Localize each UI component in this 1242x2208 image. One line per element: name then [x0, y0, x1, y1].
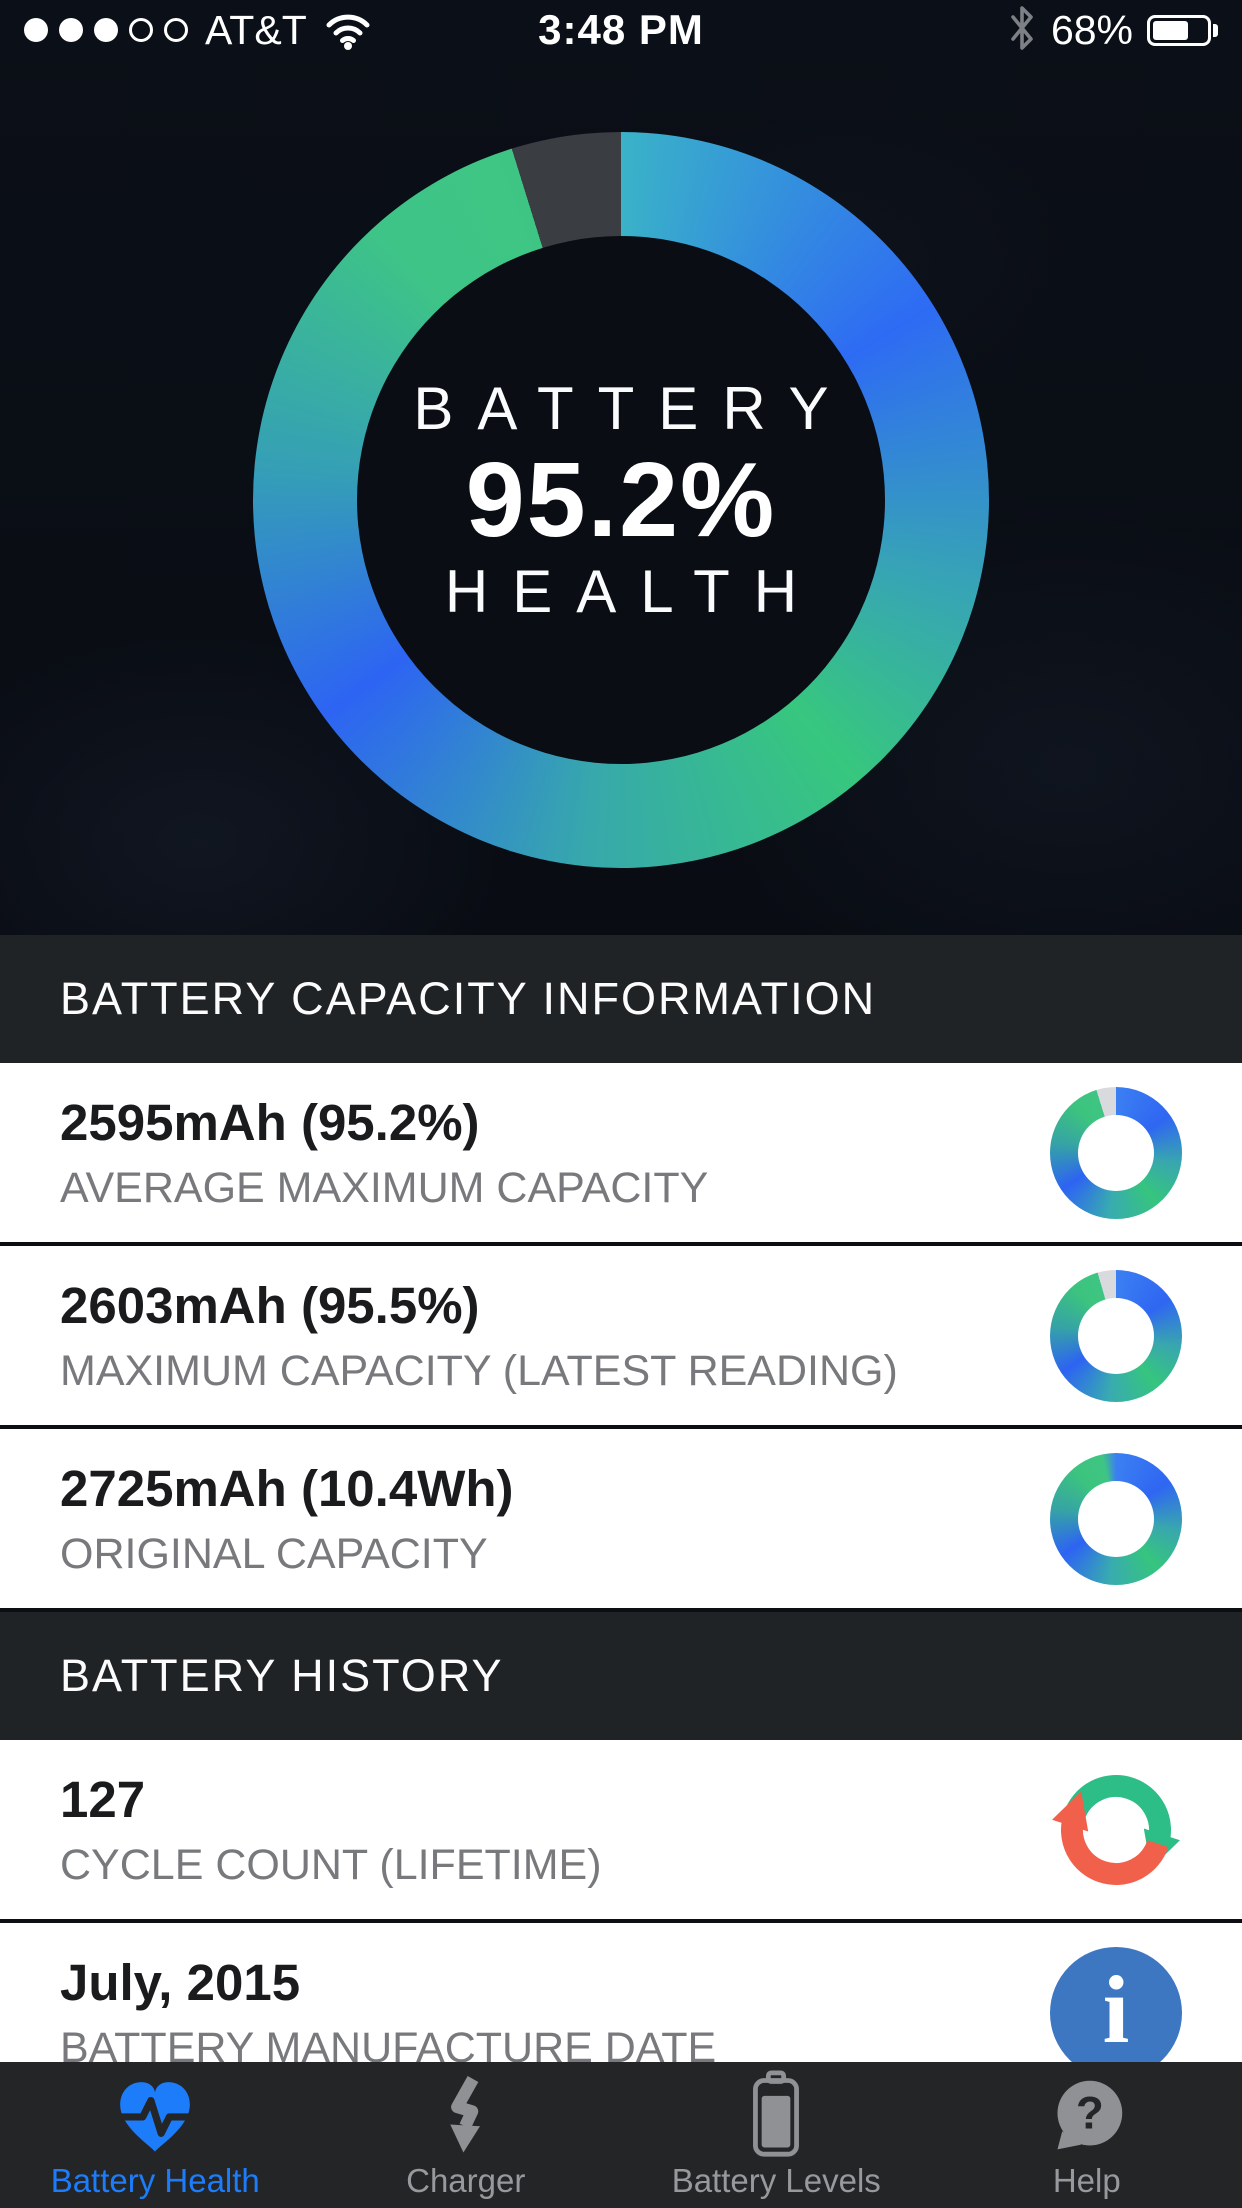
svg-text:?: ?: [1076, 2087, 1104, 2138]
row-label: CYCLE COUNT (LIFETIME): [60, 1840, 602, 1889]
signal-dot-empty: [164, 18, 188, 42]
help-bubble-icon: ?: [1047, 2066, 1127, 2158]
section-header-capacity: BATTERY CAPACITY INFORMATION: [0, 935, 1242, 1063]
section-title: BATTERY HISTORY: [60, 1650, 504, 1701]
signal-dot-filled: [24, 18, 48, 42]
row-label: ORIGINAL CAPACITY: [60, 1529, 488, 1578]
row-value: 127: [60, 1770, 146, 1828]
row-value: 2725mAh (10.4Wh): [60, 1459, 514, 1517]
signal-dot-filled: [59, 18, 83, 42]
gauge-background: BATTERY 95.2% HEALTH: [0, 0, 1242, 935]
tab-bar: Battery Health Charger Battery Levels ?: [0, 2062, 1242, 2208]
tab-label: Battery Health: [50, 2162, 260, 2199]
battery-status-icon: [1147, 14, 1218, 46]
battery-percent-label: 68%: [1050, 6, 1133, 53]
wifi-icon: [324, 10, 372, 50]
row-value: 2603mAh (95.5%): [60, 1276, 480, 1334]
signal-dot-filled: [94, 18, 118, 42]
ring-health-value: 95.2%: [465, 440, 777, 559]
status-bar: AT&T 3:48 PM 68%: [0, 0, 1242, 60]
heart-pulse-icon: [114, 2066, 196, 2158]
ring-center-text: BATTERY 95.2% HEALTH: [253, 132, 989, 868]
signal-strength-icon: [24, 18, 188, 42]
ring-label-top: BATTERY: [413, 374, 853, 442]
battery-status-group: 68%: [1007, 4, 1218, 57]
tab-battery-health[interactable]: Battery Health: [0, 2062, 311, 2208]
section-header-history: BATTERY HISTORY: [0, 1612, 1242, 1740]
row-text: 127 CYCLE COUNT (LIFETIME): [60, 1770, 602, 1890]
info-list: BATTERY CAPACITY INFORMATION 2595mAh (95…: [0, 935, 1242, 2106]
signal-carrier-group: AT&T: [24, 7, 372, 54]
cycle-arrows-icon: [1050, 1764, 1182, 1896]
section-title: BATTERY CAPACITY INFORMATION: [60, 973, 877, 1024]
ring-label-bottom: HEALTH: [444, 558, 822, 626]
list-item-average-maximum-capacity[interactable]: 2595mAh (95.2%) AVERAGE MAXIMUM CAPACITY: [0, 1063, 1242, 1246]
list-item-original-capacity[interactable]: 2725mAh (10.4Wh) ORIGINAL CAPACITY: [0, 1429, 1242, 1612]
bluetooth-icon: [1007, 4, 1037, 57]
row-value: July, 2015: [60, 1953, 301, 2011]
tab-charger[interactable]: Charger: [311, 2062, 622, 2208]
signal-dot-empty: [129, 18, 153, 42]
row-text: July, 2015 BATTERY MANUFACTURE DATE: [60, 1953, 716, 2073]
tab-label: Charger: [406, 2162, 526, 2199]
tab-battery-levels[interactable]: Battery Levels: [621, 2062, 932, 2208]
donut-full-icon: [1050, 1452, 1182, 1585]
row-label: MAXIMUM CAPACITY (LATEST READING): [60, 1346, 898, 1395]
row-text: 2595mAh (95.2%) AVERAGE MAXIMUM CAPACITY: [60, 1093, 708, 1213]
row-text: 2603mAh (95.5%) MAXIMUM CAPACITY (LATEST…: [60, 1276, 898, 1396]
tab-label: Battery Levels: [671, 2162, 881, 2199]
donut-gauge-icon: [1050, 1086, 1182, 1219]
carrier-label: AT&T: [205, 6, 307, 53]
list-item-cycle-count[interactable]: 127 CYCLE COUNT (LIFETIME): [0, 1740, 1242, 1923]
donut-gauge-icon: [1050, 1269, 1182, 1402]
clock-time: 3:48 PM: [538, 6, 704, 53]
row-label: AVERAGE MAXIMUM CAPACITY: [60, 1163, 709, 1212]
tab-help[interactable]: ? Help: [932, 2062, 1242, 2208]
charger-bolt-icon: [431, 2066, 501, 2158]
row-text: 2725mAh (10.4Wh) ORIGINAL CAPACITY: [60, 1459, 513, 1579]
tab-label: Help: [1052, 2162, 1121, 2199]
row-value: 2595mAh (95.2%): [60, 1093, 480, 1151]
battery-health-ring-gauge: [253, 132, 989, 868]
list-item-maximum-capacity[interactable]: 2603mAh (95.5%) MAXIMUM CAPACITY (LATEST…: [0, 1246, 1242, 1429]
battery-levels-icon: [747, 2066, 805, 2158]
info-circle-icon[interactable]: i: [1050, 1946, 1182, 2079]
